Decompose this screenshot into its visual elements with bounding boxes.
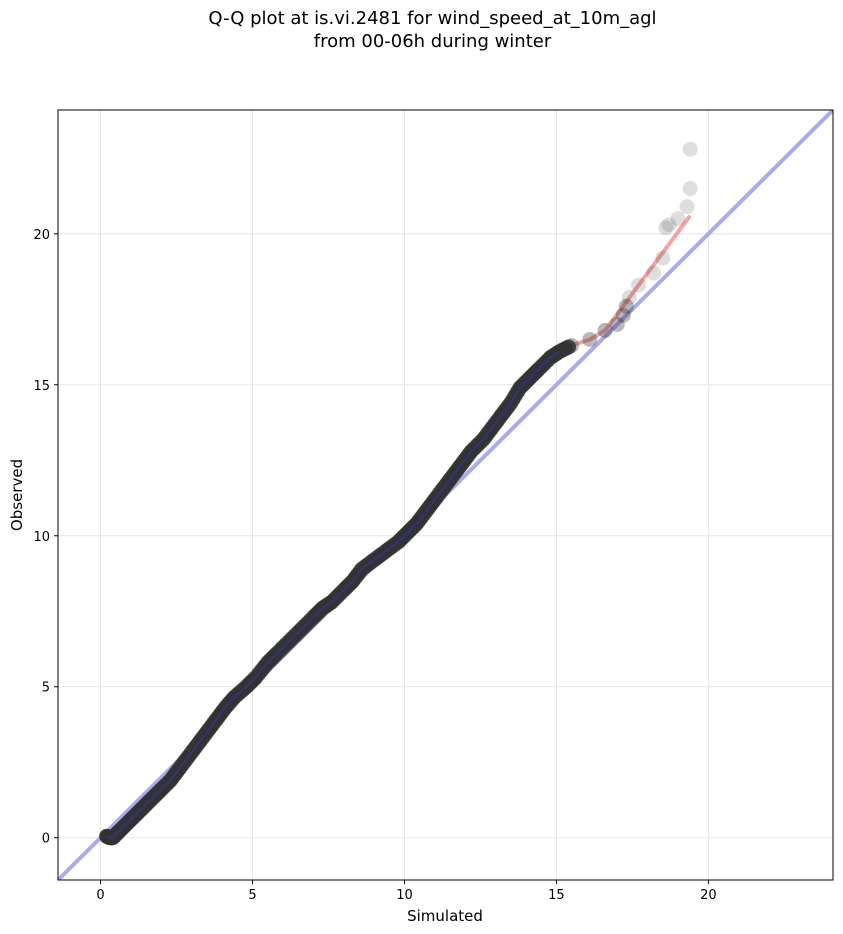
qq-point (615, 307, 631, 323)
qq-point (682, 141, 698, 157)
qq-point (597, 322, 613, 338)
qq-point (609, 316, 625, 332)
qq-point (670, 211, 686, 227)
qq-point (621, 289, 637, 305)
qq-point (661, 217, 677, 233)
inner-trace-line (106, 350, 561, 839)
plot-frame (57, 109, 834, 881)
x-tick-label: 10 (396, 888, 413, 903)
y-tick-label: 0 (42, 832, 50, 847)
x-tick-label: 5 (248, 888, 256, 903)
axis-ticks: 0 5 10 15 20 0 5 10 15 20 (33, 228, 716, 903)
x-tick-label: 0 (96, 888, 104, 903)
qq-point (682, 181, 698, 197)
x-tick-label: 20 (700, 888, 717, 903)
x-tick-label: 15 (548, 888, 565, 903)
qq-point (582, 331, 598, 347)
qq-point (658, 220, 674, 236)
y-tick-label: 15 (33, 379, 50, 394)
qq-point (679, 199, 695, 215)
y-tick-label: 10 (33, 530, 50, 545)
chart-title: Q-Q plot at is.vi.2481 for wind_speed_at… (208, 8, 657, 29)
qq-point (630, 277, 646, 293)
y-axis-label: Observed (8, 459, 26, 531)
chart-subtitle: from 00-06h during winter (313, 31, 552, 52)
y-tick-label: 5 (42, 681, 50, 696)
y-tick-label: 20 (33, 228, 50, 243)
qq-point (618, 298, 634, 314)
qq-point (646, 265, 662, 281)
qq-point (561, 339, 577, 355)
grid (58, 110, 833, 880)
data-points (99, 141, 698, 846)
qq-point (655, 250, 671, 266)
x-axis-label: Simulated (407, 907, 483, 925)
